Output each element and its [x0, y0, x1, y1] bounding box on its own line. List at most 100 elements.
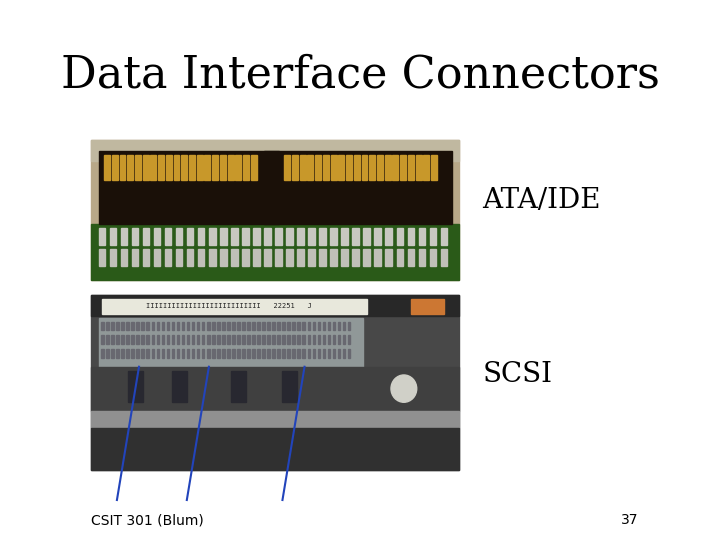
Bar	[120, 155, 125, 180]
Bar	[102, 299, 367, 314]
Bar	[99, 249, 105, 266]
Bar	[257, 322, 260, 330]
Bar	[302, 322, 305, 330]
Bar	[132, 249, 138, 266]
Bar	[282, 335, 285, 344]
Bar	[107, 349, 109, 358]
Bar	[297, 349, 300, 358]
Bar	[277, 322, 280, 330]
Bar	[121, 335, 124, 344]
Bar	[217, 322, 220, 330]
Bar	[287, 349, 290, 358]
Bar	[251, 155, 257, 180]
Bar	[228, 155, 233, 180]
Bar	[441, 228, 447, 245]
Bar	[242, 249, 248, 266]
Bar	[158, 155, 164, 180]
Bar	[318, 322, 320, 330]
Bar	[272, 335, 275, 344]
Bar	[318, 349, 320, 358]
Bar	[284, 155, 290, 180]
Bar	[186, 335, 189, 344]
Bar	[262, 349, 265, 358]
Bar	[151, 349, 154, 358]
Bar	[197, 155, 202, 180]
Bar	[91, 140, 459, 161]
Bar	[400, 155, 406, 180]
Bar	[204, 155, 210, 180]
Bar	[102, 349, 104, 358]
Bar	[121, 322, 124, 330]
Bar	[232, 349, 235, 358]
Bar	[415, 155, 421, 180]
Bar	[166, 322, 169, 330]
Bar	[150, 155, 156, 180]
Bar	[146, 322, 149, 330]
Bar	[369, 155, 375, 180]
Bar	[165, 249, 171, 266]
Bar	[307, 322, 310, 330]
Bar	[189, 155, 195, 180]
Bar	[247, 349, 250, 358]
Bar	[318, 335, 320, 344]
Bar	[441, 249, 447, 266]
Bar	[151, 322, 154, 330]
Bar	[202, 349, 204, 358]
Bar	[297, 322, 300, 330]
Bar	[220, 228, 227, 245]
Bar	[431, 155, 437, 180]
Bar	[156, 322, 159, 330]
Bar	[338, 155, 344, 180]
Bar	[253, 228, 260, 245]
Bar	[151, 335, 154, 344]
Bar	[297, 335, 300, 344]
Bar	[397, 249, 403, 266]
Bar	[156, 335, 159, 344]
Bar	[107, 335, 109, 344]
Bar	[397, 228, 403, 245]
Bar	[328, 322, 330, 330]
Bar	[161, 322, 164, 330]
Bar	[237, 335, 240, 344]
Bar	[308, 249, 315, 266]
Bar	[338, 349, 341, 358]
Bar	[220, 249, 227, 266]
Bar	[253, 249, 260, 266]
Bar	[136, 335, 139, 344]
Bar	[143, 228, 149, 245]
Bar	[172, 371, 186, 402]
Bar	[235, 155, 241, 180]
Bar	[91, 410, 459, 428]
Bar	[267, 335, 270, 344]
Bar	[272, 349, 275, 358]
Bar	[374, 228, 381, 245]
Bar	[128, 371, 143, 402]
Bar	[117, 349, 119, 358]
Bar	[209, 249, 215, 266]
Bar	[312, 335, 315, 344]
Bar	[104, 155, 110, 180]
Bar	[126, 349, 129, 358]
Bar	[131, 322, 134, 330]
Bar	[267, 349, 270, 358]
Bar	[408, 249, 414, 266]
Bar	[117, 335, 119, 344]
Bar	[361, 155, 367, 180]
Bar	[112, 322, 114, 330]
Bar	[109, 249, 116, 266]
Bar	[91, 224, 459, 280]
Bar	[181, 335, 184, 344]
Bar	[99, 151, 451, 224]
Bar	[143, 249, 149, 266]
Bar	[252, 349, 255, 358]
Bar	[312, 349, 315, 358]
Bar	[292, 349, 295, 358]
Bar	[135, 155, 141, 180]
Bar	[252, 322, 255, 330]
Bar	[346, 155, 352, 180]
Bar	[109, 228, 116, 245]
Bar	[323, 349, 325, 358]
Bar	[220, 155, 226, 180]
Bar	[423, 155, 429, 180]
Bar	[153, 228, 161, 245]
